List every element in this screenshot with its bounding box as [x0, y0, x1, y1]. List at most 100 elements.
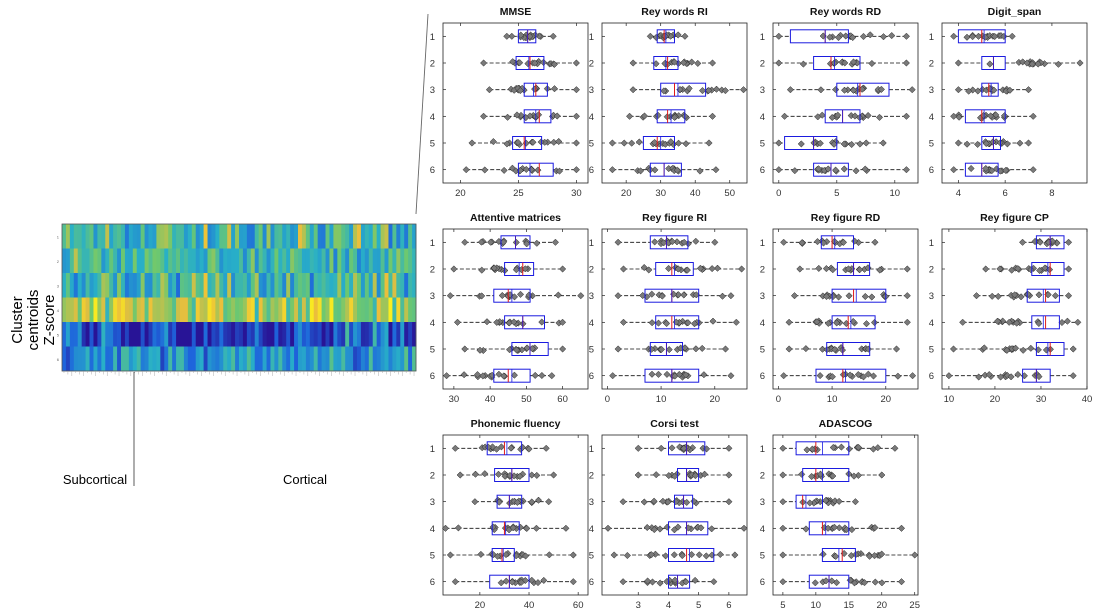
- heatmap-cell: [313, 297, 319, 323]
- heatmap-cell: [113, 224, 118, 249]
- heatmap-cell: [65, 224, 71, 249]
- y-tick-label: 2: [589, 59, 594, 70]
- data-point: [454, 524, 462, 532]
- heatmap-cell: [372, 273, 378, 298]
- heatmap-row-label: 4: [57, 308, 60, 313]
- heatmap-cell: [160, 273, 165, 298]
- data-point: [504, 113, 512, 121]
- data-point: [845, 445, 853, 453]
- heatmap-cell: [172, 346, 177, 372]
- data-point: [902, 166, 910, 174]
- heatmap-cell: [65, 322, 71, 347]
- heatmap-cell: [250, 224, 256, 249]
- heatmap-cell: [298, 322, 303, 347]
- heatmap-cell: [183, 322, 189, 347]
- data-point: [980, 344, 988, 352]
- data-point: [698, 344, 706, 352]
- data-point: [840, 86, 849, 94]
- heatmap-cell: [144, 297, 149, 323]
- heatmap-cell: [266, 248, 271, 274]
- box: [813, 56, 861, 70]
- heatmap-cell: [89, 273, 94, 298]
- heatmap-cell: [195, 322, 201, 347]
- data-point: [671, 113, 679, 121]
- data-point: [545, 498, 553, 506]
- heatmap-cell: [187, 273, 193, 298]
- data-point: [997, 373, 1005, 381]
- heatmap-cell: [388, 224, 393, 249]
- heatmap-cell: [360, 273, 366, 298]
- x-tick-label: 30: [655, 188, 666, 199]
- y-tick-label: 4: [929, 112, 934, 123]
- data-point: [864, 111, 872, 120]
- data-point: [646, 32, 654, 40]
- heatmap-cell: [384, 346, 389, 372]
- plot-frame: [941, 22, 1088, 184]
- data-point: [868, 293, 876, 301]
- data-point: [708, 59, 717, 67]
- plot-title: Rey figure RI: [642, 212, 707, 224]
- heatmap-cell: [176, 224, 181, 249]
- heatmap-cell: [353, 322, 358, 347]
- y-tick-label: 5: [760, 551, 765, 562]
- data-point: [503, 140, 511, 148]
- heatmap-cell: [183, 224, 189, 249]
- heatmap-cell: [227, 297, 232, 323]
- data-point: [1008, 32, 1016, 40]
- heatmap-cell: [144, 346, 149, 372]
- heatmap-cell: [207, 322, 212, 347]
- heatmap-cell: [254, 248, 260, 274]
- data-point: [849, 58, 858, 66]
- y-tick-label: 5: [760, 139, 765, 150]
- heatmap-cell: [274, 346, 279, 372]
- data-point: [532, 524, 540, 532]
- heatmap-cell: [380, 248, 385, 274]
- data-point: [828, 113, 836, 122]
- heatmap-cell: [160, 224, 165, 249]
- data-point: [1045, 238, 1053, 246]
- data-point: [562, 524, 570, 532]
- heatmap-cell: [341, 297, 346, 323]
- box: [523, 109, 552, 124]
- heatmap-cell: [89, 346, 94, 372]
- heatmap-cell: [313, 248, 319, 274]
- data-point: [652, 33, 660, 42]
- data-point: [833, 319, 841, 327]
- data-point: [540, 576, 548, 584]
- data-point: [822, 496, 830, 505]
- data-point: [1024, 86, 1033, 94]
- heatmap-cell: [124, 273, 130, 298]
- y-tick-label: 2: [760, 59, 765, 70]
- heatmap-cell: [211, 224, 216, 249]
- data-point: [709, 317, 717, 325]
- heatmap-cell: [191, 346, 197, 372]
- data-point: [683, 266, 691, 274]
- data-point: [1013, 319, 1021, 327]
- heatmap-cell: [286, 273, 291, 298]
- data-point: [1027, 344, 1035, 352]
- data-point: [477, 238, 485, 246]
- heatmap-cell: [258, 224, 263, 249]
- heatmap-cell: [89, 297, 94, 323]
- heatmap-cell: [384, 248, 389, 274]
- heatmap-cell: [333, 346, 338, 372]
- x-tick-label: 20: [877, 600, 888, 611]
- heatmap-cell: [117, 224, 122, 249]
- heatmap-cell: [400, 273, 405, 298]
- y-tick-label: 6: [760, 577, 765, 588]
- heatmap-cell: [242, 273, 248, 298]
- data-point: [682, 371, 690, 379]
- data-point: [675, 370, 683, 378]
- data-point: [577, 292, 585, 300]
- heatmap-cell: [305, 297, 311, 323]
- heatmap-cell: [85, 322, 90, 347]
- data-point: [824, 319, 832, 327]
- data-point: [780, 238, 788, 246]
- box: [517, 29, 537, 44]
- y-tick-label: 2: [430, 471, 435, 482]
- data-point: [839, 238, 848, 246]
- heatmap-cell: [128, 346, 134, 372]
- heatmap-cell: [282, 224, 287, 249]
- heatmap-cell: [152, 346, 157, 372]
- heatmap-cell: [121, 248, 126, 274]
